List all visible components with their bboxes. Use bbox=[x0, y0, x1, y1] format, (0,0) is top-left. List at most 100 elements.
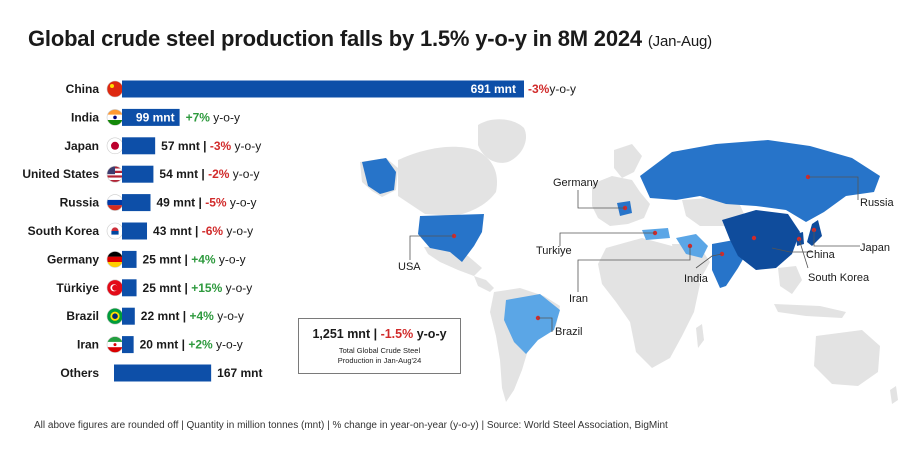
category-label-germany: Germany bbox=[47, 252, 99, 266]
title-main: Global crude steel production falls by 1… bbox=[28, 26, 642, 51]
indonesia-shape bbox=[774, 304, 846, 318]
turkiye-leader bbox=[559, 232, 655, 246]
value-label-india: 99 mnt bbox=[136, 110, 175, 124]
category-label-japan: Japan bbox=[64, 139, 99, 153]
bar-russia bbox=[122, 194, 151, 212]
africa-shape bbox=[598, 238, 700, 368]
summary-caption: Total Global Crude Steel Production in J… bbox=[299, 346, 460, 366]
category-label-iran: Iran bbox=[77, 338, 99, 352]
flag-china-icon bbox=[106, 80, 124, 98]
category-label-south-korea: South Korea bbox=[28, 224, 100, 238]
map-label-turkiye: Turkiye bbox=[536, 245, 572, 257]
flag-south-korea-icon bbox=[106, 222, 124, 240]
canada-shape bbox=[398, 146, 498, 216]
value-label-iran: 20 mnt | +2% y-o-y bbox=[140, 338, 243, 352]
summary-line1: Total Global Crude Steel bbox=[338, 346, 421, 355]
category-label-brazil: Brazil bbox=[66, 309, 99, 323]
uk-shape bbox=[596, 180, 606, 198]
flag-united-states-icon bbox=[106, 165, 124, 183]
central-america-shape bbox=[474, 276, 494, 292]
bar-brazil bbox=[122, 307, 135, 325]
bar-united-states bbox=[122, 165, 154, 183]
value-label-t-rkiye: 25 mnt | +15% y-o-y bbox=[143, 281, 253, 295]
iran-leader bbox=[577, 246, 691, 292]
china-shape bbox=[722, 210, 800, 270]
europe-shape bbox=[592, 176, 650, 226]
new-zealand-shape bbox=[890, 386, 898, 404]
india-leader bbox=[695, 253, 723, 269]
south-korea-leader bbox=[798, 238, 809, 269]
bar-others bbox=[114, 364, 212, 382]
china-leader bbox=[771, 247, 812, 253]
bar-germany bbox=[122, 250, 137, 268]
russia-leader bbox=[808, 176, 859, 200]
map-label-usa: USA bbox=[398, 261, 421, 273]
usa-leader bbox=[409, 235, 454, 260]
brazil-shape bbox=[504, 294, 560, 354]
summary-total: 1,251 mnt bbox=[312, 327, 371, 341]
summary-line2: Production in Jan-Aug'24 bbox=[337, 356, 422, 365]
flag-iran-icon bbox=[106, 336, 124, 353]
category-label-t-rkiye: Türkiye bbox=[56, 281, 99, 295]
summary-change: -1.5% bbox=[380, 327, 414, 341]
flag-brazil-icon bbox=[106, 307, 124, 325]
flag-t-rkiye-icon bbox=[106, 279, 124, 297]
scandinavia-shape bbox=[614, 144, 642, 178]
title-period: (Jan-Aug) bbox=[647, 33, 712, 50]
map-label-japan: Japan bbox=[860, 242, 890, 254]
total-summary-box: 1,251 mnt | -1.5% y-o-y Total Global Cru… bbox=[298, 318, 461, 374]
value-label-germany: 25 mnt | +4% y-o-y bbox=[143, 252, 246, 266]
mexico-shape bbox=[424, 246, 482, 276]
bar-japan bbox=[122, 137, 156, 155]
summary-suffix: y-o-y bbox=[413, 327, 447, 341]
category-label-united-states: United States bbox=[22, 167, 99, 181]
value-label-south-korea: 43 mnt | -6% y-o-y bbox=[153, 224, 253, 238]
alaska-usa-shape bbox=[362, 158, 396, 194]
value-label-brazil: 22 mnt | +4% y-o-y bbox=[141, 309, 244, 323]
map-label-china: China bbox=[806, 249, 836, 261]
category-label-russia: Russia bbox=[60, 196, 100, 210]
madagascar-shape bbox=[696, 324, 704, 348]
japan-shape bbox=[807, 220, 822, 246]
map-label-south-korea: South Korea bbox=[808, 272, 870, 284]
usa-shape bbox=[418, 214, 484, 262]
australia-shape bbox=[814, 330, 880, 386]
category-label-india: India bbox=[71, 110, 99, 124]
southeast-asia-shape bbox=[778, 266, 802, 294]
chart-title: Global crude steel production falls by 1… bbox=[28, 26, 712, 52]
change-label-china: -3%y-o-y bbox=[528, 82, 576, 96]
flag-germany-icon bbox=[106, 251, 124, 268]
value-label-united-states: 54 mnt | -2% y-o-y bbox=[159, 167, 259, 181]
flag-russia-icon bbox=[106, 194, 124, 211]
china-marker bbox=[751, 235, 757, 241]
map-label-russia: Russia bbox=[860, 197, 895, 209]
category-label-others: Others bbox=[60, 366, 99, 380]
value-label-japan: 57 mnt | -3% y-o-y bbox=[161, 139, 261, 153]
flag-japan-icon bbox=[106, 137, 124, 155]
category-label-china: China bbox=[66, 82, 100, 96]
map-label-germany: Germany bbox=[553, 177, 599, 189]
summary-headline: 1,251 mnt | -1.5% y-o-y bbox=[299, 327, 460, 341]
bar-south-korea bbox=[122, 222, 148, 240]
map-label-iran: Iran bbox=[569, 293, 588, 305]
germany-leader bbox=[577, 190, 625, 209]
bar-t-rkiye bbox=[122, 279, 137, 297]
bar-india bbox=[122, 108, 180, 126]
flag-india-icon bbox=[106, 109, 124, 126]
japan-leader bbox=[813, 230, 860, 247]
value-label-china: 691 mnt bbox=[471, 82, 516, 96]
russia-shape bbox=[640, 140, 880, 222]
value-label-others: 167 mnt bbox=[217, 366, 262, 380]
bar-iran bbox=[122, 336, 134, 354]
bar-china bbox=[122, 80, 524, 98]
brazil-leader bbox=[538, 317, 553, 332]
change-label-india: +7% y-o-y bbox=[186, 110, 240, 124]
value-label-russia: 49 mnt | -5% y-o-y bbox=[157, 196, 257, 210]
map-label-brazil: Brazil bbox=[555, 326, 583, 338]
greenland-shape bbox=[478, 119, 527, 163]
footnote: All above figures are rounded off | Quan… bbox=[34, 420, 668, 431]
map-label-india: India bbox=[684, 273, 709, 285]
summary-sep: | bbox=[370, 327, 381, 341]
